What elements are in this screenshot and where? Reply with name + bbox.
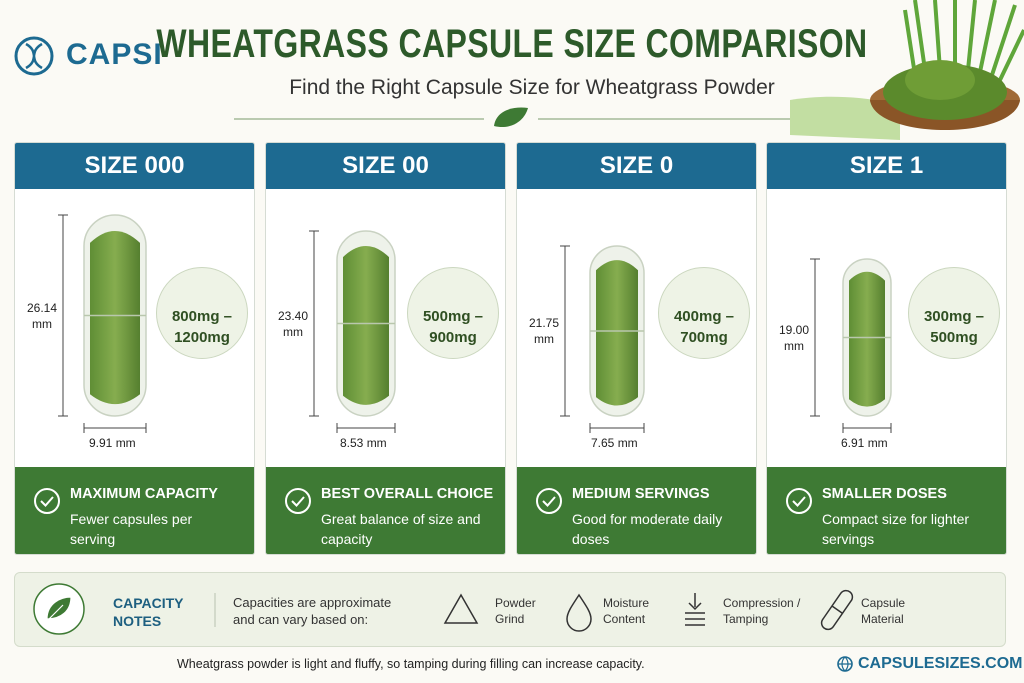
card-heading: MAXIMUM CAPACITY	[70, 486, 218, 502]
capsule-powder	[90, 230, 140, 405]
card-heading: SMALLER DOSES	[822, 486, 947, 502]
size-card: SIZE 00 23.40 mm 8.53 mm 500mg – 900mg BEST …	[265, 142, 506, 555]
card-footer: SMALLER DOSES Compact size for lighter se…	[767, 467, 1006, 554]
size-label: SIZE 00	[266, 143, 505, 189]
notes-icons	[33, 583, 854, 635]
check-mark	[542, 496, 556, 507]
length-label: 21.75 mm	[528, 316, 560, 346]
notes-heading: CAPACITY NOTES	[113, 595, 184, 629]
dose-circle: 500mg – 900mg	[407, 267, 499, 359]
dose-text: 500mg – 900mg	[422, 308, 484, 346]
check-icon	[34, 488, 60, 514]
logo-text: CAPSI	[66, 38, 163, 71]
title: WHEATGRASS CAPSULE SIZE COMPARISON	[102, 22, 921, 67]
card-description: Great balance of size and capacity	[321, 511, 481, 547]
width-label: 9.91 mm	[89, 436, 136, 450]
website: CAPSULESIZES.COM	[858, 655, 1023, 672]
check-circle	[34, 488, 60, 514]
press-icon	[685, 593, 705, 626]
leaf	[46, 596, 72, 620]
length-label: 19.00 mm	[778, 322, 810, 353]
width-label: 7.65 mm	[591, 436, 638, 450]
subtitle: Find the Right Capsule Size for Wheatgra…	[289, 76, 775, 99]
factor-label: Capsule Material	[861, 596, 906, 626]
length-label: 23.40 mm	[277, 308, 309, 339]
capsule-icon	[820, 589, 854, 631]
check-circle	[786, 488, 812, 514]
size-label: SIZE 0	[517, 143, 756, 189]
check-icon	[285, 488, 311, 514]
dose-circle: 400mg – 700mg	[658, 267, 750, 359]
capsule-drawing	[309, 230, 477, 433]
size-card: SIZE 1 19.00 mm 6.91 mm 300mg – 500mg SMALLE…	[766, 142, 1007, 555]
notes-intro: Capacities are approximate and can vary …	[233, 595, 392, 627]
check-mark	[291, 496, 305, 507]
dose-circle: 800mg – 1200mg	[156, 267, 248, 359]
capsule-powder	[343, 246, 389, 405]
check-mark	[40, 496, 54, 507]
card-description: Fewer capsules per serving	[70, 511, 193, 547]
card-footer: MEDIUM SERVINGS Good for moderate daily d…	[517, 467, 756, 554]
check-circle	[285, 488, 311, 514]
size-label: SIZE 000	[15, 143, 254, 189]
card-description: Compact size for lighter servings	[822, 511, 970, 547]
logo-mark	[14, 36, 54, 76]
drop-icon	[566, 593, 592, 632]
dose-text: 800mg – 1200mg	[171, 308, 233, 346]
factor-label: Compression / Tamping	[723, 596, 801, 626]
wheatgrass-image	[790, 0, 1024, 140]
factor-label: Moisture Content	[603, 596, 650, 626]
width-label: 6.91 mm	[841, 436, 888, 450]
check-mark	[792, 496, 806, 507]
card-heading: MEDIUM SERVINGS	[572, 486, 710, 502]
card-footer: MAXIMUM CAPACITY Fewer capsules per servi…	[15, 467, 254, 554]
dose-text: 400mg – 700mg	[673, 308, 735, 346]
leaf-icon	[494, 107, 528, 128]
capsule-powder	[596, 260, 638, 406]
title-text: WHEATGRASS CAPSULE SIZE COMPARISON	[156, 22, 868, 66]
factor-label: Powder Grind	[495, 596, 536, 626]
size-card: SIZE 000 26.14 mm 9.91 mm 800mg – 1200mg MAX…	[14, 142, 255, 555]
notes-panel: CAPACITY NOTES Capacities are approximat…	[14, 572, 1006, 647]
dose-circle: 300mg – 500mg	[908, 267, 1000, 359]
capsule-drawing	[58, 214, 226, 433]
check-icon	[786, 488, 812, 514]
footer-note: Wheatgrass powder is light and fluffy, s…	[177, 657, 645, 671]
logo-helix	[25, 42, 43, 70]
size-label: SIZE 1	[767, 143, 1006, 189]
card-description: Good for moderate daily doses	[572, 511, 723, 547]
card-heading: BEST OVERALL CHOICE	[321, 486, 494, 502]
dose-text: 300mg – 500mg	[923, 308, 985, 346]
size-card: SIZE 0 21.75 mm 7.65 mm 400mg – 700mg MEDIUM…	[516, 142, 757, 555]
card-footer: BEST OVERALL CHOICE Great balance of size…	[266, 467, 505, 554]
globe-lines	[838, 656, 852, 672]
length-label: 26.14 mm	[26, 300, 58, 331]
width-label: 8.53 mm	[340, 436, 387, 450]
check-icon	[536, 488, 562, 514]
capsule-powder	[849, 271, 885, 407]
grind-icon	[443, 593, 479, 624]
check-circle	[536, 488, 562, 514]
